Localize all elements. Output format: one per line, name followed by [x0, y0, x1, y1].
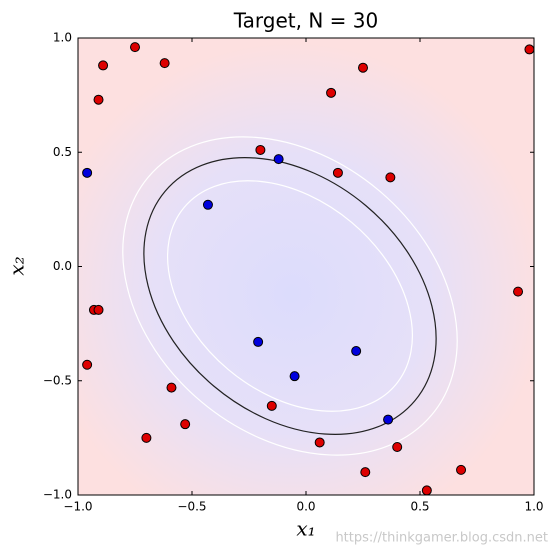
contour: [122, 136, 458, 456]
point: [82, 167, 93, 178]
point: [524, 44, 535, 55]
point: [392, 442, 403, 453]
point: [253, 336, 264, 347]
point: [289, 371, 300, 382]
x-tick-label: 0.0: [296, 500, 315, 514]
x-tick-label: −0.5: [177, 500, 206, 514]
point: [273, 154, 284, 165]
point: [351, 346, 362, 357]
point: [383, 414, 394, 425]
y-tick-label: 0.0: [53, 259, 72, 273]
point: [314, 437, 325, 448]
point: [513, 286, 524, 297]
x-tick-label: 1.0: [524, 500, 543, 514]
point: [166, 382, 177, 393]
point: [130, 42, 140, 53]
point: [255, 144, 266, 155]
y-axis-label: x₂: [5, 256, 29, 275]
x-tick-label: −1.0: [63, 500, 92, 514]
point: [141, 432, 152, 443]
point: [93, 304, 104, 315]
point: [266, 400, 277, 411]
plot-frame: [77, 37, 535, 496]
y-tick-label: −0.5: [43, 373, 72, 387]
point: [82, 359, 93, 370]
point: [326, 87, 337, 98]
point: [360, 467, 371, 478]
point: [358, 62, 368, 73]
point: [456, 464, 467, 475]
x-axis-label: x₁: [296, 517, 315, 541]
point: [385, 172, 396, 183]
y-tick-label: 1.0: [53, 31, 72, 45]
point: [421, 485, 432, 496]
point: [93, 94, 104, 105]
contours: [122, 136, 458, 456]
watermark: https://thinkgamer.blog.csdn.net: [335, 531, 548, 546]
y-tick-label: 0.5: [53, 145, 72, 159]
plot-background: [78, 38, 534, 495]
point: [98, 60, 109, 71]
chart-title: Target, N = 30: [233, 9, 378, 33]
point: [159, 58, 170, 69]
x-tick-label: 0.5: [410, 500, 429, 514]
point: [202, 199, 213, 210]
contour: [143, 157, 437, 435]
point: [180, 419, 191, 430]
point: [332, 167, 343, 178]
y-tick-label: −1.0: [43, 488, 72, 502]
contour: [166, 180, 414, 412]
